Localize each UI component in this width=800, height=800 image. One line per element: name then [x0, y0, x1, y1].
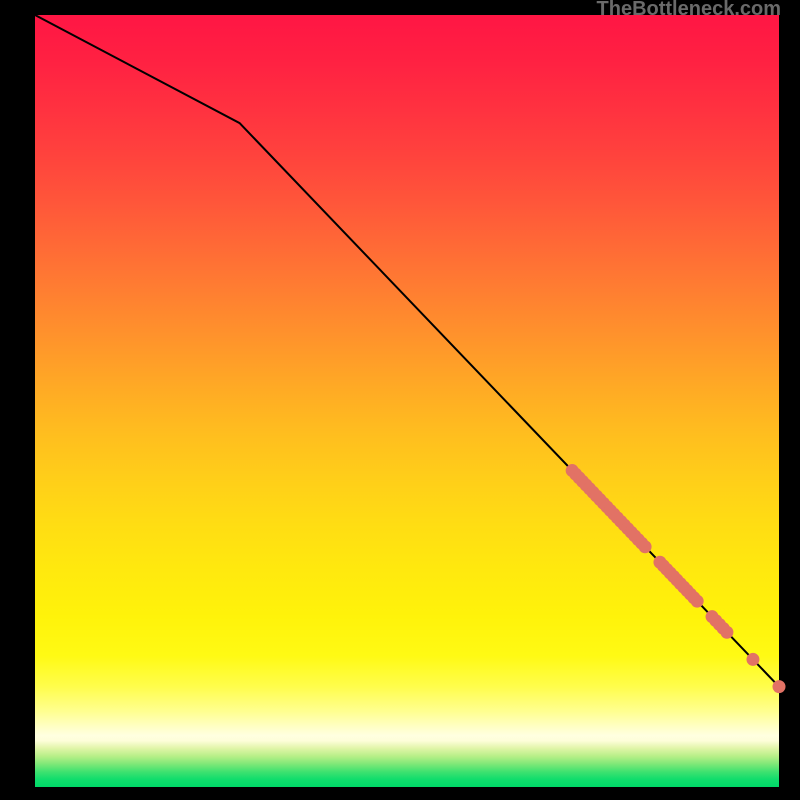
plot-background: [35, 15, 779, 787]
data-marker: [720, 626, 733, 639]
data-marker: [746, 653, 759, 666]
chart-frame: TheBottleneck.com: [0, 0, 800, 800]
data-marker: [773, 680, 786, 693]
watermark-text: TheBottleneck.com: [597, 0, 781, 21]
data-marker: [639, 540, 652, 553]
chart-svg: [0, 0, 800, 800]
data-marker: [691, 595, 704, 608]
